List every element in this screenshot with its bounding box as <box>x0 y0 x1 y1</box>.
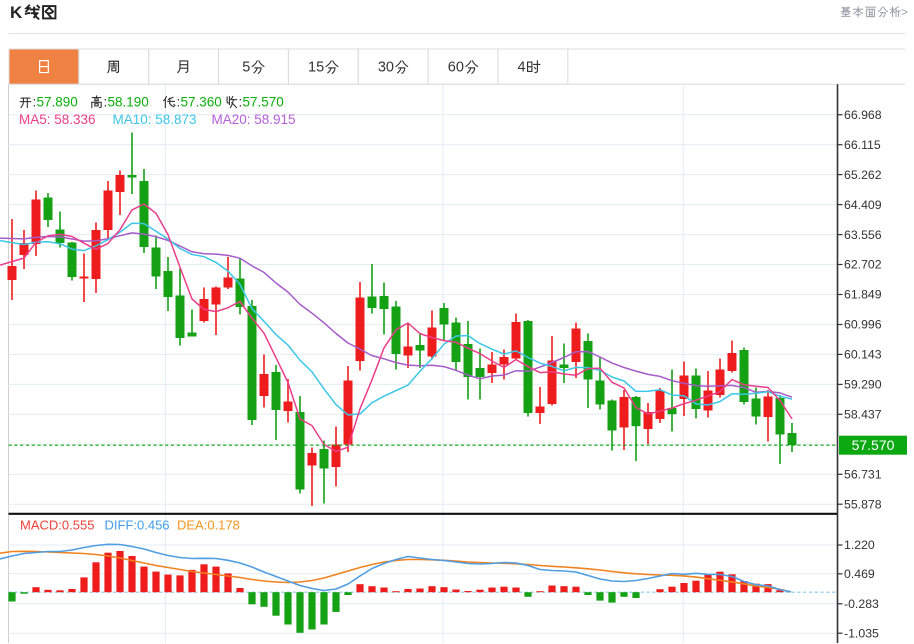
svg-text:60.143: 60.143 <box>844 348 882 362</box>
svg-text:-0.283: -0.283 <box>844 597 879 611</box>
svg-text:55.878: 55.878 <box>844 497 882 511</box>
svg-text:4: 4 <box>518 60 526 76</box>
svg-text:15: 15 <box>308 60 324 76</box>
svg-text:MA10: 58.873: MA10: 58.873 <box>113 112 197 127</box>
svg-text:58.190: 58.190 <box>108 95 149 110</box>
svg-text:MA20: 58.915: MA20: 58.915 <box>212 112 296 127</box>
svg-text:57.570: 57.570 <box>243 95 284 110</box>
svg-text:MACD:0.555: MACD:0.555 <box>20 518 94 533</box>
svg-text:59.290: 59.290 <box>844 378 882 392</box>
svg-text:1.220: 1.220 <box>844 538 875 552</box>
svg-text:63.556: 63.556 <box>844 228 882 242</box>
svg-text:61.849: 61.849 <box>844 288 882 302</box>
svg-text:>: > <box>901 5 908 19</box>
svg-text:57.570: 57.570 <box>852 437 895 453</box>
svg-text:60.996: 60.996 <box>844 318 882 332</box>
svg-text:MA5: 58.336: MA5: 58.336 <box>19 112 96 127</box>
svg-text:62.702: 62.702 <box>844 258 882 272</box>
svg-text:60: 60 <box>448 60 464 76</box>
svg-text:58.437: 58.437 <box>844 408 882 422</box>
svg-text:64.409: 64.409 <box>844 198 882 212</box>
svg-text:5: 5 <box>242 60 250 76</box>
svg-text:K: K <box>10 3 23 22</box>
svg-text::: : <box>104 95 108 110</box>
svg-text::: : <box>177 95 181 110</box>
svg-text:56.731: 56.731 <box>844 468 882 482</box>
svg-text:DIFF:0.456: DIFF:0.456 <box>105 518 170 533</box>
svg-text:66.115: 66.115 <box>844 138 881 152</box>
svg-text::: : <box>33 95 37 110</box>
svg-text:DEA:0.178: DEA:0.178 <box>177 518 240 533</box>
svg-text:0.469: 0.469 <box>844 567 875 581</box>
svg-text::: : <box>239 95 243 110</box>
svg-text:66.968: 66.968 <box>844 108 882 122</box>
svg-text:-1.035: -1.035 <box>844 626 879 640</box>
svg-text:30: 30 <box>378 60 394 76</box>
svg-text:57.890: 57.890 <box>37 95 78 110</box>
svg-text:57.360: 57.360 <box>181 95 222 110</box>
svg-text:65.262: 65.262 <box>844 168 882 182</box>
